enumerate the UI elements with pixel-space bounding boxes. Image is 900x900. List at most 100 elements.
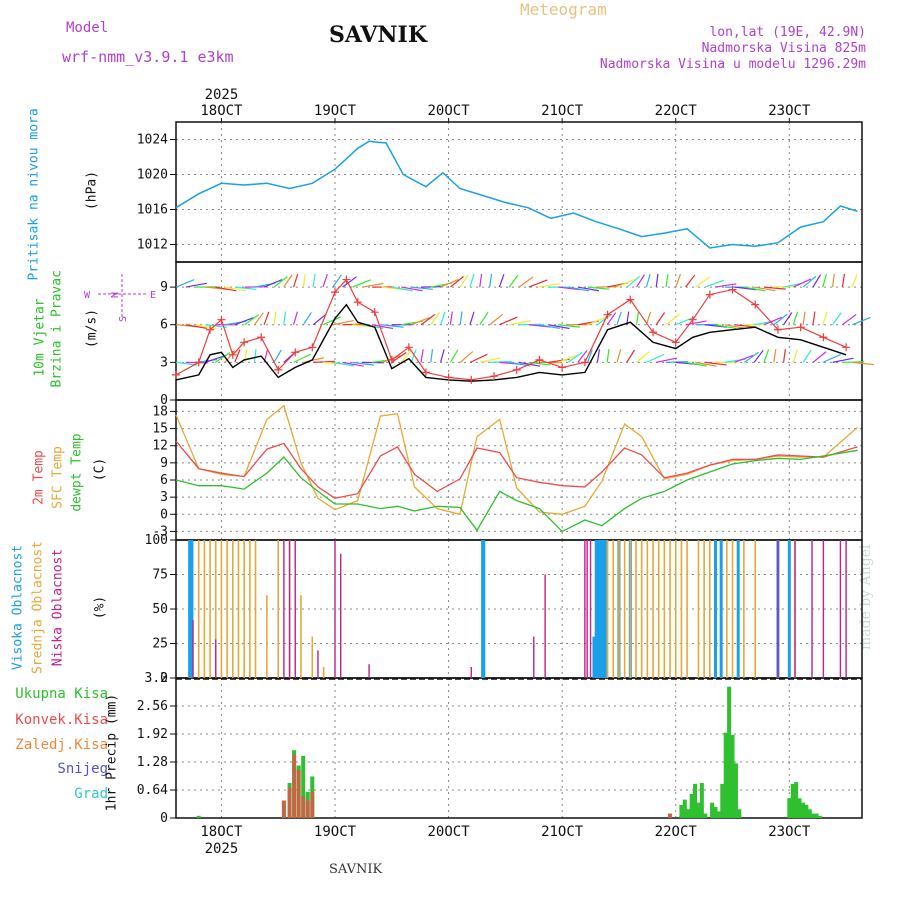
precip-bar [679,804,684,818]
gust-marker [842,343,851,352]
cloud-bar-mid [197,540,200,678]
cloud-bar-mid [209,540,211,678]
cloud-bar-low [845,540,847,678]
wind-barb [714,324,737,330]
gust-marker [512,365,521,374]
wind-barb [822,273,827,288]
wind-barb [626,275,641,288]
cloud-bar-high [190,540,194,678]
wind-barb [705,361,727,366]
wind-barb [606,349,610,363]
cloud-bar-mid [237,540,240,678]
wind-barb [744,351,759,363]
wind-barb [440,311,446,325]
wind-barb [655,312,666,326]
cloud-bar-low [839,540,842,678]
cloud-bar-mid [618,540,620,678]
cloud-bar-low [777,540,779,678]
y-tick-label: 3 [160,490,168,505]
wind-barb [498,273,505,288]
wind-barb [802,275,817,288]
cloud-bar-high [713,540,717,678]
cloud-bar-mid [226,540,228,678]
wind-barb [685,274,696,288]
precip-bar [301,755,306,818]
y-tick-label: 100 [145,533,168,548]
gust-marker [228,350,237,359]
wind-barb [440,349,445,363]
precip-conv-bar [668,813,673,818]
precip-bar [814,813,819,818]
wind-barb [763,316,783,326]
cloud-bar-high [599,540,603,678]
precip-bar [737,809,742,818]
gust-marker [688,315,697,324]
wind-barb [489,313,504,326]
wind-barb [812,351,827,363]
wind-barb [852,361,874,366]
cloud-bar-mid [322,666,325,678]
day-label-top: 19OCT [314,103,357,119]
wind-barb [234,286,257,291]
lonlat-label: lon,lat (19E, 42.9N) [709,25,866,40]
precip-graupel-label: Grad [74,786,108,802]
wind-barb [273,311,277,325]
gust-marker [217,315,226,324]
compass-s: S [118,316,129,322]
footer-station: SAVNIK [329,862,383,877]
precip-bar [710,802,715,818]
wind-barb [704,279,725,288]
wind-barb [528,279,548,288]
wind-barb [459,274,469,288]
precip-conv-label: Konvek.Kisa [15,712,108,728]
cloud-bar-mid [243,540,245,678]
precip-conv-bar [310,791,315,818]
wind-barb [744,286,766,292]
wind-barb [773,349,777,363]
wind-barb [293,353,312,363]
precip-bar [703,813,708,818]
precip-bar [699,783,704,818]
cloud-bar-low [215,639,217,678]
wind-barb [714,283,737,288]
wind-barb [695,361,717,367]
precip-bar [689,793,694,818]
wind-barb [518,276,534,288]
wind-barb [224,286,247,292]
wind-barb [851,274,858,288]
cloud-bar-high [719,540,723,678]
cloud-bar-low [811,540,813,678]
cloud-bar-mid [254,540,257,678]
y-tick-label: 25 [152,637,168,652]
wind-barb [293,273,299,288]
cloud-bar-mid [640,540,643,678]
gust-marker [194,358,203,367]
y-tick-label: 0.64 [137,783,168,798]
cloud-bar-mid [300,595,302,678]
wind-barb [430,349,434,363]
day-label-top: 20OCT [428,103,471,119]
wind-barb [645,273,651,288]
wind-barb [313,360,336,363]
wind-barb [577,350,588,363]
wind-barb [420,314,436,326]
cloud-bar-mid [669,540,671,678]
wind-barb [283,274,293,288]
y-tick-label: 0 [160,393,168,408]
wind-barb [753,349,764,363]
wind-barb [636,351,650,363]
wind-barb [655,273,659,288]
day-label-top: 21OCT [541,103,584,119]
precip-bar [716,811,721,818]
wind-barb [557,354,578,363]
wind-barb [371,324,394,330]
model-name: wrf-nmm_v3.9.1 e3km [62,48,234,66]
wind-barb [253,312,264,326]
station-title: SAVNIK [329,22,427,48]
y-tick-label: 9 [160,280,168,295]
wind-barb [381,324,404,328]
cloud-bar-mid [731,540,734,678]
precip-bar [720,783,725,818]
wind-barb [587,316,607,326]
